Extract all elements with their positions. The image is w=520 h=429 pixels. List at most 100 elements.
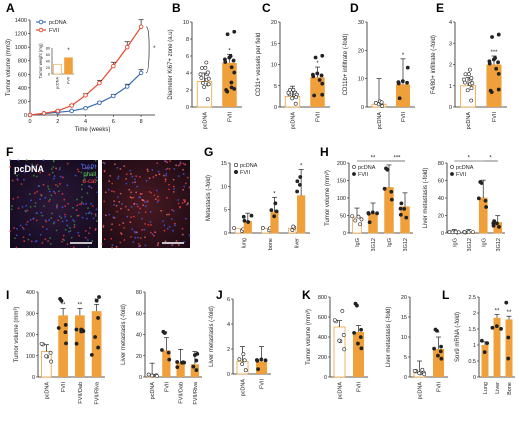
micrograph-cell xyxy=(61,176,64,179)
micrograph-cell xyxy=(90,212,93,215)
micrograph-cell xyxy=(181,227,184,230)
data-point xyxy=(290,228,295,233)
data-point xyxy=(288,88,292,92)
micrograph-cell xyxy=(163,224,166,227)
micrograph-cell xyxy=(104,191,107,194)
x-tick-label: 2 xyxy=(56,119,59,125)
x-tick-label: FVII/Riva xyxy=(95,381,101,405)
data-point xyxy=(384,166,388,171)
x-tick-label: pcDNA xyxy=(291,112,297,130)
micrograph-cell xyxy=(163,174,165,177)
micrograph-cell xyxy=(82,179,85,182)
micrograph-cell xyxy=(57,219,60,222)
bar-fvii xyxy=(222,62,237,107)
micrograph-cell xyxy=(164,178,167,181)
micrograph-cell xyxy=(110,228,113,231)
y-tick-label: 1400 xyxy=(15,18,27,24)
y-tick-label: 100 xyxy=(26,354,35,360)
y-tick-label: 4 xyxy=(227,322,230,328)
y-axis-label: Tumor volume (mm³) xyxy=(306,309,312,365)
data-point xyxy=(311,74,316,79)
data-point xyxy=(352,330,356,335)
legend-swatch xyxy=(234,163,239,168)
legend-swatch xyxy=(450,172,454,176)
y-tick-label: 1 xyxy=(473,343,476,349)
micrograph-cell xyxy=(88,185,90,188)
micrograph-cell xyxy=(172,229,174,232)
x-tick-label: FVII/Riva xyxy=(193,381,199,405)
y-tick-label: 0 xyxy=(274,105,277,111)
y-tick-label: 3 xyxy=(449,41,452,47)
micrograph-cell xyxy=(72,246,75,249)
micrograph-cell xyxy=(64,228,67,231)
y-tick-label: 0 xyxy=(224,231,227,237)
micrograph-cell xyxy=(137,242,140,245)
data-point xyxy=(417,371,422,376)
micrograph-cell xyxy=(168,225,171,228)
micrograph-cell xyxy=(32,217,35,220)
data-point xyxy=(399,201,404,206)
micrograph-cell xyxy=(131,181,134,184)
x-tick-label: FVII/Dab xyxy=(179,382,185,404)
data-point xyxy=(389,189,394,194)
data-point xyxy=(79,327,84,332)
x-tick-label: FVII xyxy=(316,112,322,123)
micrograph-cell xyxy=(15,246,18,249)
micrograph-cell xyxy=(166,227,169,230)
micrograph-cell xyxy=(44,196,47,199)
panel-letter-F: F xyxy=(6,145,13,159)
significance-marker: *** xyxy=(393,156,401,162)
micrograph-cell xyxy=(144,222,147,225)
micrograph-cell xyxy=(87,245,90,248)
micrograph-cell xyxy=(75,209,78,211)
data-point xyxy=(290,96,295,101)
data-point xyxy=(56,326,61,330)
data-point xyxy=(203,65,208,70)
micrograph-cell xyxy=(109,175,112,177)
micrograph-cell xyxy=(62,238,64,241)
micrograph-cell xyxy=(19,224,22,227)
data-point xyxy=(200,66,204,70)
data-point xyxy=(379,100,384,105)
micrograph-cell xyxy=(175,164,178,167)
micrograph-cell xyxy=(94,214,97,217)
y-axis-label: Tumor volume (mm³) xyxy=(325,170,331,226)
micrograph-cell xyxy=(40,194,43,197)
micrograph-cell xyxy=(64,213,66,216)
micrograph-cell xyxy=(188,234,191,237)
data-point xyxy=(263,358,268,363)
micrograph-cell xyxy=(11,179,14,182)
micrograph-cell xyxy=(39,233,42,236)
legend-label-fvii: FVII xyxy=(456,172,467,178)
y-tick-label: 0 xyxy=(227,372,230,378)
data-point xyxy=(74,327,79,332)
micrograph-cell xyxy=(156,244,159,247)
micrograph-cell xyxy=(187,202,189,205)
y-axis-label: Sox9 mRNA (-fold) xyxy=(455,312,461,362)
micrograph-cell xyxy=(142,199,145,202)
micrograph-cell xyxy=(23,178,25,181)
y-tick-label: 0 xyxy=(473,375,476,381)
micrograph-cell xyxy=(171,209,173,211)
micrograph-cell xyxy=(130,191,132,194)
micrograph-cell xyxy=(77,231,80,234)
micrograph-cell xyxy=(125,182,128,185)
y-tick-label: 6 xyxy=(186,54,189,60)
micrograph-cell xyxy=(62,234,65,237)
y-tick-label: 10 xyxy=(358,77,364,83)
inset-y-tick-label: 80 xyxy=(46,47,50,51)
micrograph-cell xyxy=(21,205,24,208)
micrograph-cell xyxy=(186,176,189,179)
data-point xyxy=(420,367,425,372)
micrograph-cell xyxy=(107,188,110,191)
y-tick-label: 20 xyxy=(271,20,277,26)
micrograph-cell xyxy=(117,175,120,178)
micrograph-cell xyxy=(134,236,137,239)
series-point-fvii xyxy=(41,111,47,116)
micrograph-cell xyxy=(16,227,18,230)
micrograph-cell xyxy=(48,200,50,203)
data-point xyxy=(463,72,468,77)
data-point xyxy=(490,35,494,39)
x-tick-label: FVII xyxy=(164,382,170,393)
data-point xyxy=(447,230,452,234)
